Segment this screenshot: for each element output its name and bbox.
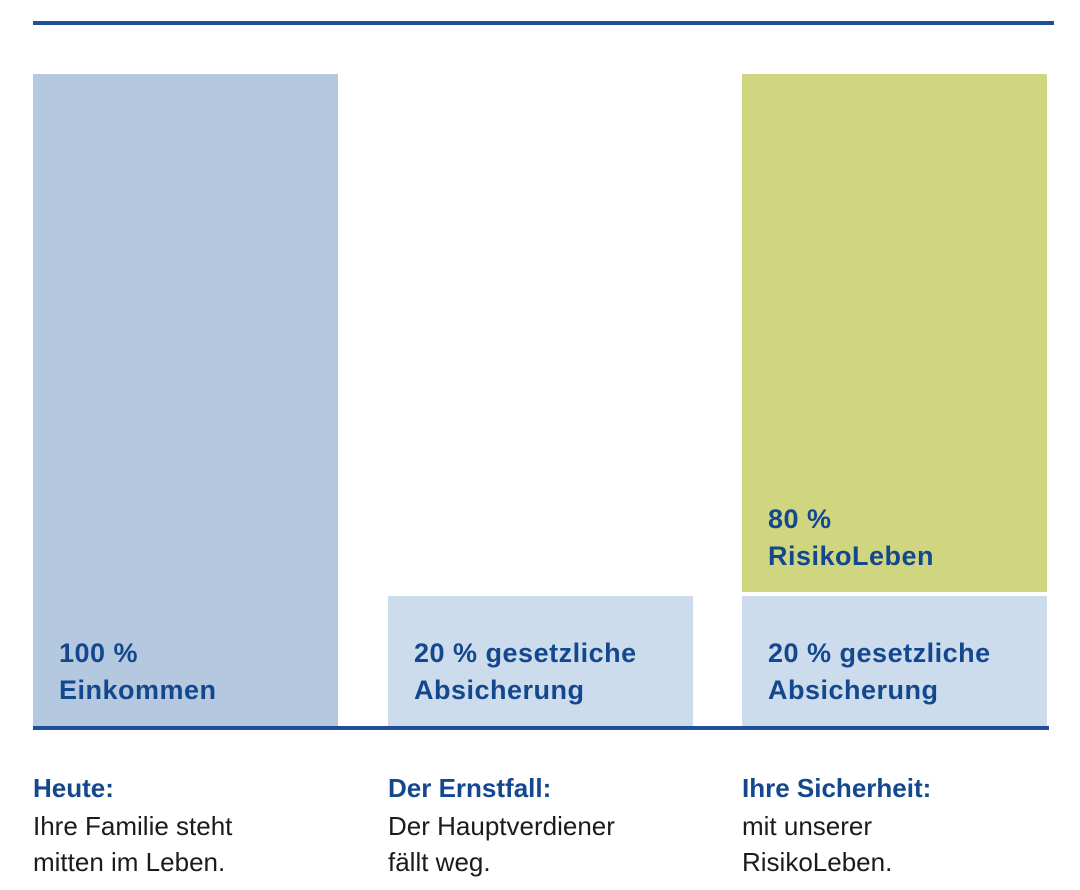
- column-title-sicherheit: Ihre Sicherheit:: [742, 773, 932, 803]
- column-description-sicherheit: mit unserer RisikoLeben.: [742, 811, 893, 877]
- baseline-rule: [33, 726, 1049, 730]
- column-title-heute: Heute:: [33, 773, 114, 803]
- bar-label-sicherheit-segment-0: 20 % gesetzliche Absicherung: [768, 637, 991, 705]
- bar-heute-segment-0: 100 % Einkommen: [33, 74, 338, 726]
- column-description-heute: Ihre Familie steht mitten im Leben.: [33, 811, 233, 877]
- bar-sicherheit-segment-0: 20 % gesetzliche Absicherung: [742, 595, 1047, 726]
- bar-sicherheit-segment-1: 80 % RisikoLeben: [742, 74, 1047, 592]
- bar-label-ernstfall-segment-0: 20 % gesetzliche Absicherung: [414, 637, 637, 705]
- bar-label-heute-segment-0: 100 % Einkommen: [59, 638, 217, 705]
- top-rule: [33, 21, 1054, 25]
- bar-label-sicherheit-segment-1: 80 % RisikoLeben: [768, 503, 935, 571]
- bar-ernstfall-segment-0: 20 % gesetzliche Absicherung: [388, 595, 693, 726]
- column-description-ernstfall: Der Hauptverdiener fällt weg.: [388, 811, 615, 877]
- column-title-ernstfall: Der Ernstfall:: [388, 773, 552, 803]
